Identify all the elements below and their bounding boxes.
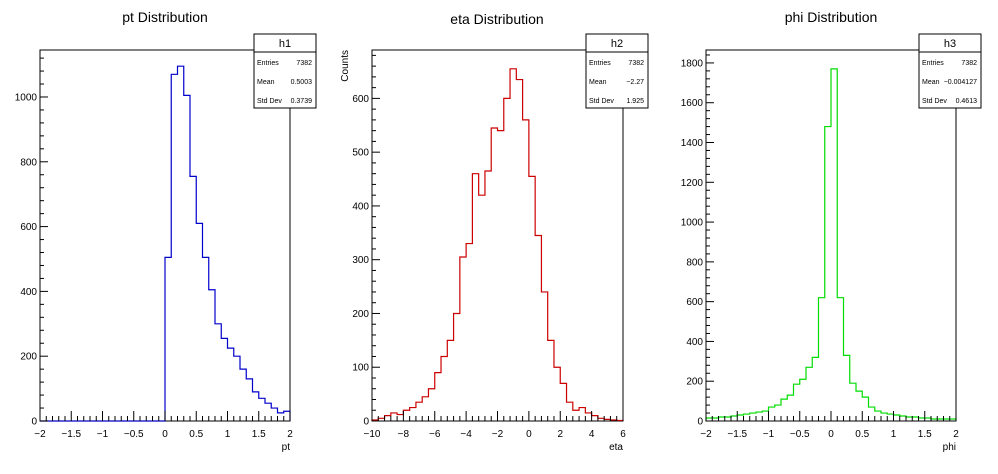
y-tick-label: 1800: [681, 58, 704, 69]
stats-value: 0.4613: [956, 98, 978, 105]
x-tick-label: 1.5: [918, 429, 932, 440]
x-tick-label: 6: [620, 429, 626, 440]
histogram-panel-2: eta Distribution −10 −8 −6 −4 −2 0 2 4 6 0 100 200 30…: [340, 11, 649, 453]
x-tick-label: 0: [526, 429, 532, 440]
stats-value: −2.27: [626, 79, 644, 86]
y-tick-label: 600: [20, 222, 37, 233]
stats-box: h1 Entries 7382 Mean 0.5003 Std Dev 0.3739: [253, 33, 317, 109]
x-tick-label: −8: [398, 429, 410, 440]
y-axis-label: Counts: [340, 50, 351, 82]
x-tick-label: 0.5: [855, 429, 869, 440]
x-tick-label: 2: [557, 429, 563, 440]
plot-frame: [371, 49, 624, 422]
x-tick-label: −2: [492, 429, 504, 440]
stats-name: h2: [611, 38, 623, 50]
histogram-panel-3: phi Distribution −2 −1.5 −1 −0.5 0 0.5 1 1.5 2 0 20…: [681, 9, 982, 453]
stats-label: Entries: [922, 60, 944, 67]
y-tick-label: 200: [352, 309, 369, 320]
histogram-panel-1: pt Distribution −2 −1.5 −1 −0.5 0 0.5 1 1.5 2 0 200…: [15, 9, 317, 453]
stats-name: h3: [944, 38, 956, 50]
y-tick-label: 300: [352, 255, 369, 266]
x-tick-label: 4: [589, 429, 595, 440]
y-tick-label: 500: [352, 148, 369, 159]
x-tick-label: 1: [225, 429, 231, 440]
y-tick-label: 800: [20, 157, 37, 168]
y-tick-label: 200: [686, 377, 703, 388]
stats-label: Mean: [922, 79, 940, 86]
stats-label: Entries: [257, 60, 279, 67]
stats-value: 0.5003: [291, 79, 313, 86]
y-tick-label: 1400: [681, 138, 704, 149]
x-tick-label: 0: [828, 429, 834, 440]
stats-label: Entries: [589, 60, 611, 67]
stats-value: 7382: [628, 60, 644, 67]
stats-label: Std Dev: [922, 98, 947, 105]
stats-label: Mean: [257, 79, 275, 86]
y-tick-label: 400: [20, 287, 37, 298]
histogram-line: [371, 68, 624, 422]
x-tick-label: 1.5: [252, 429, 266, 440]
x-tick-label: 2: [953, 429, 959, 440]
y-tick-label: 800: [686, 257, 703, 268]
stats-value: 7382: [296, 60, 312, 67]
stats-label: Std Dev: [589, 98, 614, 105]
y-tick-label: 1000: [15, 92, 38, 103]
x-tick-label: 2: [287, 429, 293, 440]
stats-box: h2 Entries 7382 Mean −2.27 Std Dev 1.925: [585, 33, 649, 109]
x-tick-label: −1.5: [61, 429, 81, 440]
histogram-line: [40, 65, 291, 422]
x-axis-label: eta: [609, 442, 623, 453]
x-tick-label: −1.5: [727, 429, 747, 440]
stats-value: 7382: [961, 60, 977, 67]
stats-value: 0.3739: [291, 98, 313, 105]
y-tick-label: 600: [352, 94, 369, 105]
stats-label: Mean: [589, 79, 607, 86]
y-tick-label: 100: [352, 363, 369, 374]
y-tick-label: 200: [20, 352, 37, 363]
x-axis-label: phi: [943, 442, 956, 453]
y-tick-label: 1000: [681, 218, 704, 229]
x-tick-label: −1: [763, 429, 775, 440]
y-tick-label: 400: [686, 337, 703, 348]
x-axis-label: pt: [282, 442, 291, 453]
chart-title: phi Distribution: [785, 9, 878, 25]
stats-value: −0.004127: [944, 79, 977, 86]
x-tick-label: −2: [700, 429, 712, 440]
y-tick-label: 1200: [681, 178, 704, 189]
x-tick-label: −10: [364, 429, 381, 440]
chart-title: eta Distribution: [450, 11, 543, 27]
x-tick-label: −2: [34, 429, 46, 440]
x-tick-label: 0: [162, 429, 168, 440]
x-tick-label: −1: [97, 429, 109, 440]
x-tick-label: 0.5: [189, 429, 203, 440]
y-tick-label: 400: [352, 201, 369, 212]
stats-name: h1: [279, 38, 291, 50]
x-tick-label: −6: [429, 429, 441, 440]
x-tick-label: −0.5: [124, 429, 144, 440]
y-tick-label: 600: [686, 297, 703, 308]
x-tick-label: 1: [891, 429, 897, 440]
x-tick-label: −0.5: [790, 429, 810, 440]
histogram-line: [705, 68, 957, 421]
y-tick-label: 1600: [681, 98, 704, 109]
y-tick-label: 0: [363, 417, 369, 428]
stats-box: h3 Entries 7382 Mean −0.004127 Std Dev 0.4613: [918, 33, 982, 109]
stats-label: Std Dev: [257, 98, 282, 105]
y-tick-label: 0: [31, 417, 37, 428]
y-tick-label: 0: [697, 417, 703, 428]
chart-title: pt Distribution: [122, 9, 208, 25]
stats-value: 1.925: [626, 98, 644, 105]
x-tick-label: −4: [460, 429, 472, 440]
